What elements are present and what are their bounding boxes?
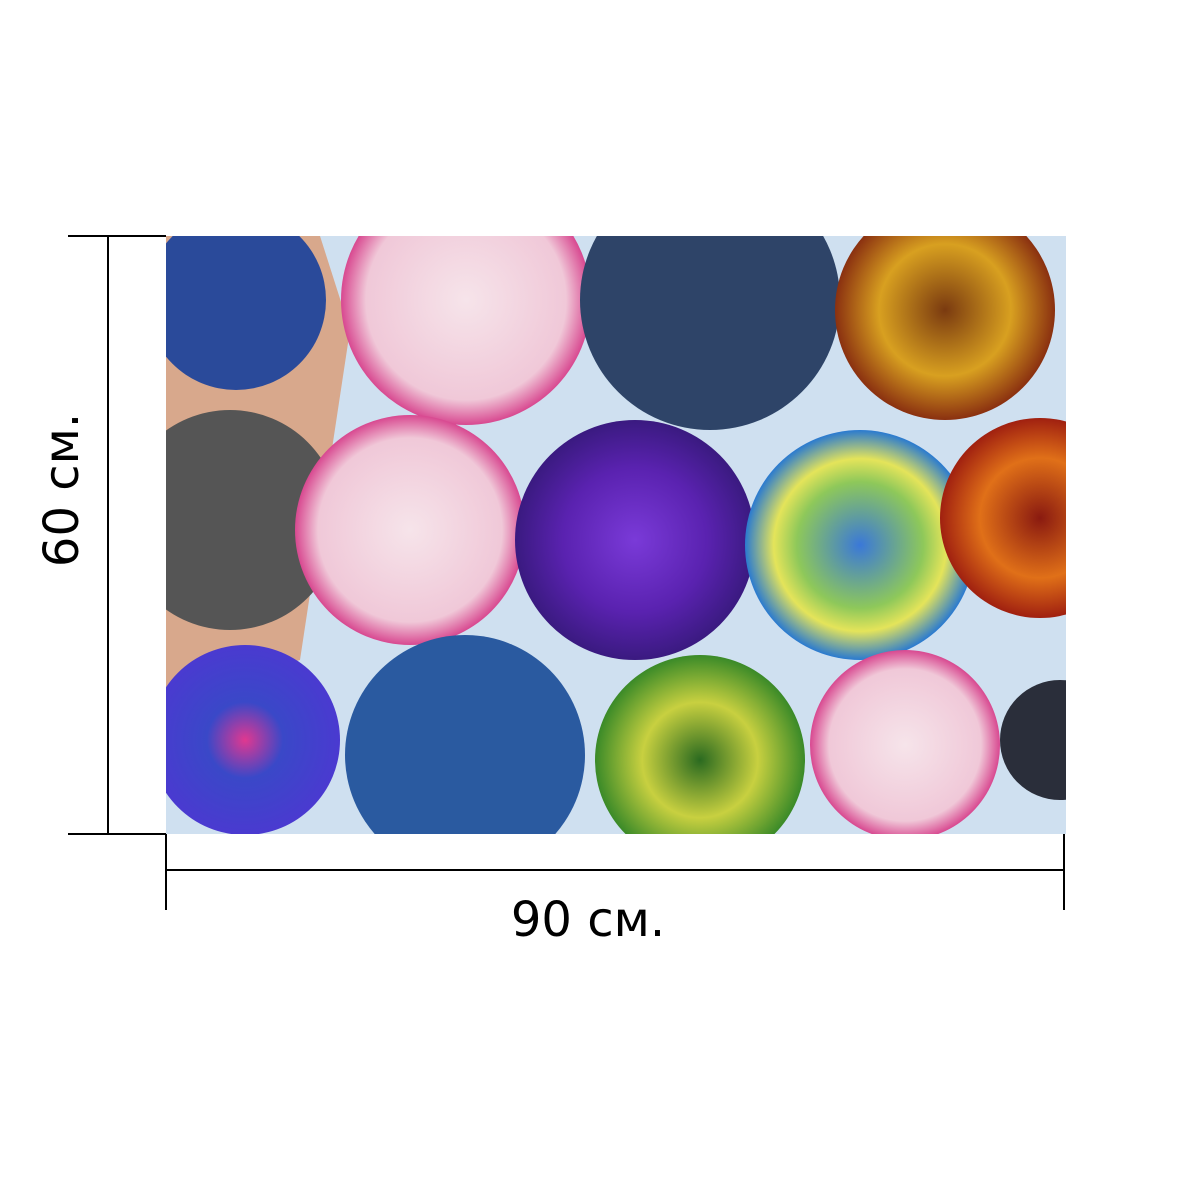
photo	[166, 236, 1066, 834]
width-label: 90 см.	[511, 892, 665, 948]
height-label: 60 см.	[34, 413, 90, 567]
